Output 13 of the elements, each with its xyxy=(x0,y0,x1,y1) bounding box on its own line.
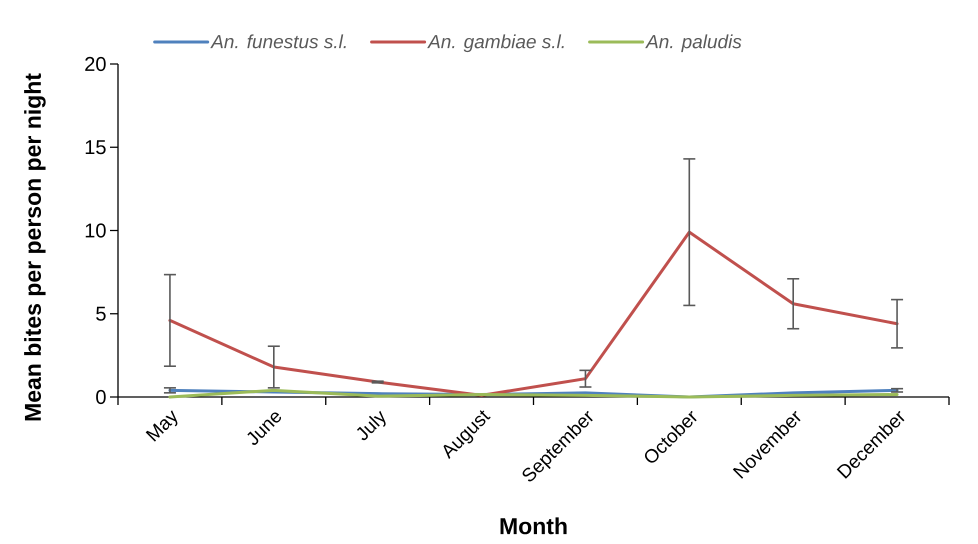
legend-label: An. paludis xyxy=(645,34,742,52)
y-axis-title: Mean bites per person per night xyxy=(24,73,46,420)
y-tick-label: 15 xyxy=(86,140,106,154)
y-tick-label: 0 xyxy=(96,390,106,404)
legend-label: An. funestus s.l. xyxy=(210,34,346,48)
x-axis-title: Month xyxy=(500,517,567,534)
x-tick-label: May xyxy=(146,410,178,442)
y-tick-label: 5 xyxy=(96,306,106,321)
legend-label: An. gambiae s.l. xyxy=(427,34,564,52)
x-tick-label: July xyxy=(356,410,386,440)
line-series xyxy=(168,230,899,397)
y-tick-label: 10 xyxy=(86,223,106,238)
y-tick-label: 20 xyxy=(85,56,106,72)
